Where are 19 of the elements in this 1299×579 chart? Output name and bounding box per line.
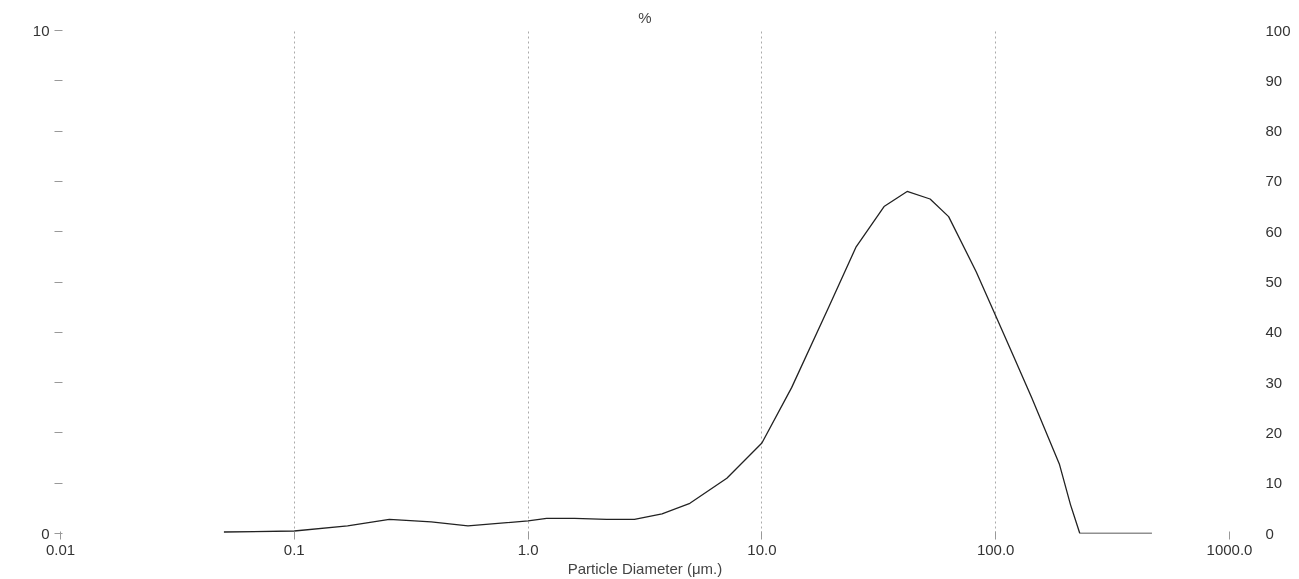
y2-tick-label: 0: [1265, 524, 1274, 542]
x-tick-label: 1000.0: [1206, 540, 1253, 558]
y2-tick-label: 100: [1265, 21, 1291, 39]
y2-tick-label: 10: [1265, 474, 1283, 492]
y2-tick-label: 80: [1265, 122, 1283, 140]
y-axis-title: %: [638, 8, 652, 26]
x-tick-label: 100.0: [976, 540, 1015, 558]
y2-tick-label: 70: [1265, 172, 1283, 190]
y2-tick-label: 50: [1265, 273, 1283, 290]
y2-tick-label: 20: [1265, 423, 1283, 441]
x-tick-label: 0.1: [283, 540, 305, 558]
y2-tick-label: 30: [1265, 373, 1283, 391]
y2-tick-label: 40: [1265, 323, 1283, 341]
x-tick-label: 10.0: [747, 540, 777, 558]
x-axis-title: Particle Diameter (μm.): [567, 559, 723, 577]
y2-tick-label: 90: [1265, 71, 1283, 89]
x-tick-label: 0.01: [45, 540, 76, 558]
x-tick-label: 1.0: [517, 540, 539, 558]
y2-tick-label: 60: [1265, 222, 1283, 240]
